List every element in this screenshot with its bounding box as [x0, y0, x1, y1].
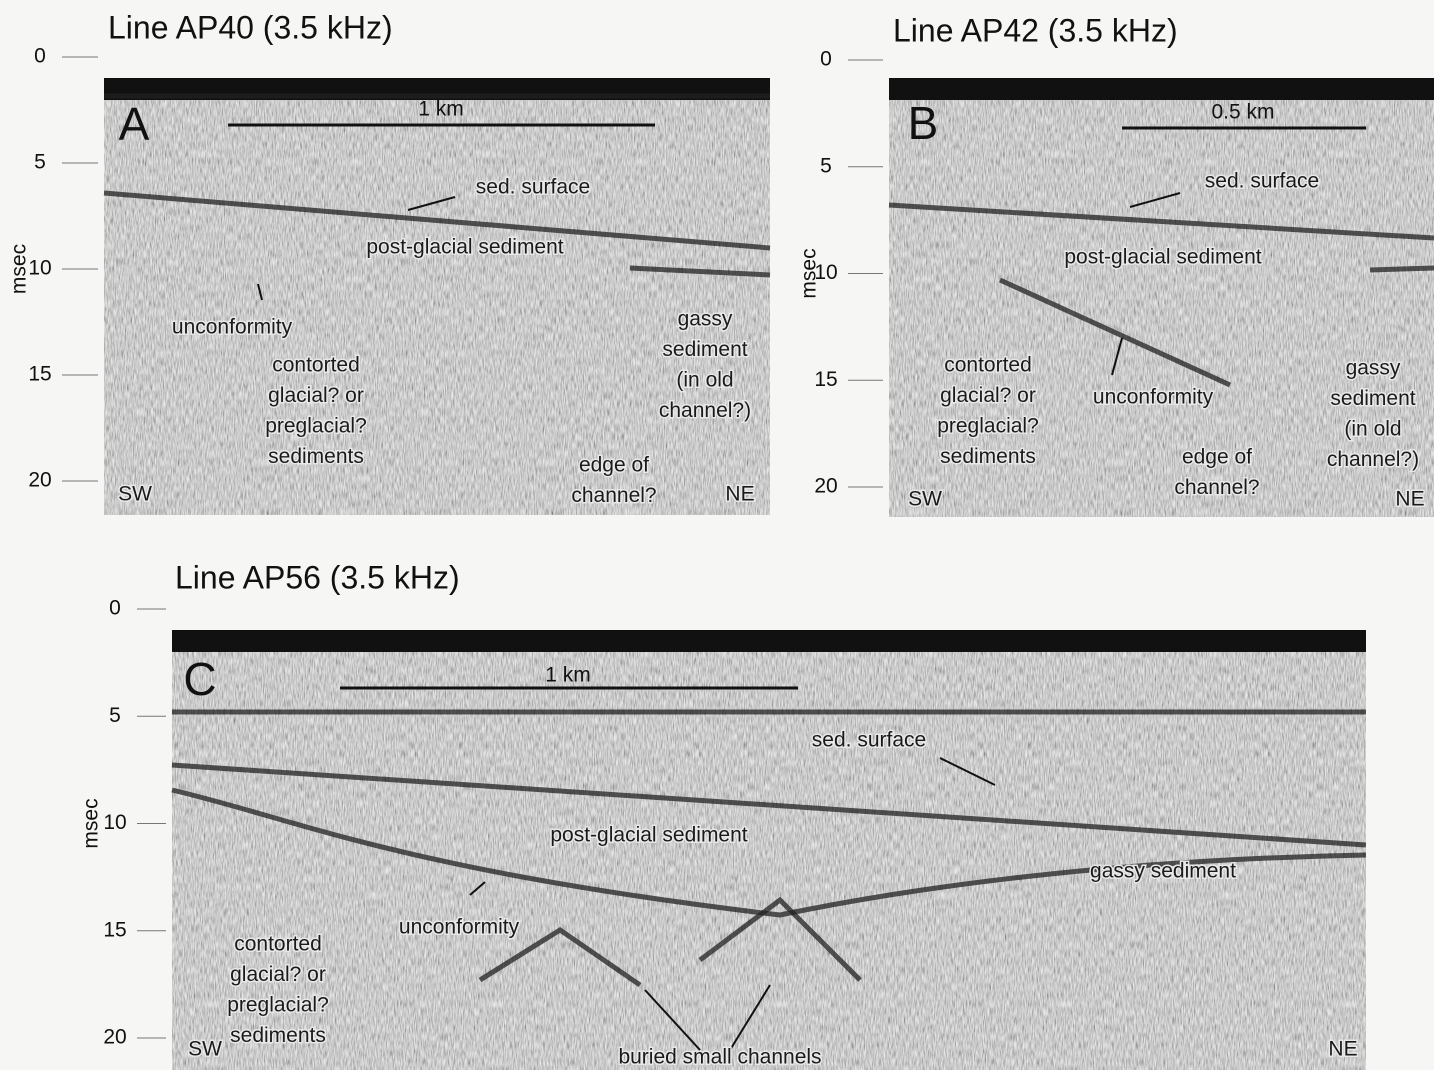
annotation: sed. surface: [1205, 170, 1319, 193]
y-tick-label: 15: [814, 368, 837, 391]
y-tick-label: 10: [28, 257, 51, 280]
panel-letter: A: [119, 98, 150, 150]
panel: Line AP42 (3.5 kHz) B 0.5 km 0 5 10 15 20 msec se…: [798, 12, 1434, 517]
scale-label: 1 km: [418, 98, 464, 121]
axis-label: msec: [8, 244, 31, 294]
arrow: [407, 196, 456, 211]
annotation: sediments: [268, 445, 364, 468]
annotation: channel?): [1327, 448, 1419, 471]
axis-label: msec: [80, 798, 103, 848]
axis-label: msec: [798, 248, 821, 298]
annotation: sediment: [1330, 387, 1415, 410]
annotation: contorted: [272, 354, 360, 377]
annotation: glacial? or: [940, 384, 1036, 407]
annotation: buried small channels: [618, 1046, 821, 1069]
annotation: unconformity: [172, 316, 293, 339]
y-tick-label: 20: [28, 469, 51, 492]
arrow: [1111, 337, 1123, 376]
annotation: (in old: [676, 369, 733, 392]
reflector: [629, 265, 771, 278]
annotation: preglacial?: [227, 994, 329, 1017]
annotation: sed. surface: [812, 729, 926, 752]
annotation: NE: [1328, 1038, 1357, 1061]
profile-wash: [104, 78, 770, 515]
annotation: unconformity: [1093, 386, 1214, 409]
y-tick-label: 15: [28, 363, 51, 386]
arrow: [257, 283, 263, 301]
annotation: gassy: [678, 308, 733, 331]
reflector: [103, 190, 771, 251]
arrow: [939, 757, 996, 786]
panel-title: Line AP40 (3.5 kHz): [108, 9, 393, 45]
reflector: [478, 896, 862, 988]
scale-label: 1 km: [545, 664, 591, 687]
y-tick-label: 10: [103, 811, 126, 834]
annotation: sed. surface: [476, 176, 590, 199]
annotation: post-glacial sediment: [550, 824, 747, 847]
annotation: glacial? or: [230, 963, 326, 986]
annotation: edge of: [579, 454, 649, 477]
arrow: [1129, 192, 1181, 208]
annotation: SW: [118, 483, 152, 506]
panel-letter: C: [183, 653, 216, 705]
y-tick-label: 0: [34, 45, 46, 68]
y-tick-label: 10: [814, 261, 837, 284]
annotation: contorted: [234, 933, 322, 956]
annotation: channel?: [1174, 476, 1259, 499]
annotation: glacial? or: [268, 384, 364, 407]
annotation: post-glacial sediment: [1064, 246, 1261, 269]
y-tick-label: 5: [109, 704, 121, 727]
panel: Line AP56 (3.5 kHz) C 1 km 0 5 10 15 20 msec sed.…: [80, 559, 1367, 1070]
arrow: [469, 881, 486, 896]
seismic-profile: [889, 78, 1434, 517]
y-tick-label: 15: [103, 918, 126, 941]
y-tick-label: 0: [820, 48, 832, 71]
y-tick-label: 5: [34, 151, 46, 174]
annotation: SW: [188, 1038, 222, 1061]
panel-title: Line AP42 (3.5 kHz): [893, 12, 1178, 48]
reflector: [171, 787, 1367, 918]
top-band: [889, 78, 1434, 100]
annotation: NE: [725, 483, 754, 506]
annotation: SW: [908, 488, 942, 511]
reflector: [171, 762, 1367, 848]
panel-letter: B: [908, 97, 939, 149]
y-tick-label: 20: [814, 475, 837, 498]
annotation: edge of: [1182, 446, 1252, 469]
annotation: preglacial?: [937, 415, 1039, 438]
annotation: gassy: [1346, 357, 1401, 380]
annotation: NE: [1395, 488, 1424, 511]
annotation: sediment: [662, 338, 747, 361]
annotation: post-glacial sediment: [366, 236, 563, 259]
annotation: channel?: [571, 484, 656, 507]
arrow: [729, 984, 771, 1051]
scale-label: 0.5 km: [1211, 101, 1274, 124]
panel-title: Line AP56 (3.5 kHz): [175, 559, 460, 595]
seismic-profile: [104, 78, 770, 515]
top-band: [172, 630, 1366, 652]
y-tick-label: 0: [109, 597, 121, 620]
profile-wash: [172, 630, 1366, 1070]
annotation: sediments: [230, 1024, 326, 1047]
seismic-profile: [172, 630, 1366, 1070]
annotation: preglacial?: [265, 415, 367, 438]
panel: Line AP40 (3.5 kHz) A 1 km 0 5 10 15 20 msec sed.…: [8, 9, 771, 515]
profile-wash: [889, 78, 1434, 517]
annotation: sediments: [940, 445, 1036, 468]
y-tick-label: 5: [820, 154, 832, 177]
annotation: channel?): [659, 399, 751, 422]
arrow: [644, 989, 701, 1051]
annotation: gassy sediment: [1090, 860, 1236, 883]
reflector: [888, 202, 1434, 241]
y-tick-label: 20: [103, 1026, 126, 1049]
annotation: unconformity: [399, 916, 520, 939]
annotation: contorted: [944, 354, 1032, 377]
reflector: [998, 277, 1232, 388]
annotation: (in old: [1344, 418, 1401, 441]
reflector: [1369, 265, 1434, 273]
